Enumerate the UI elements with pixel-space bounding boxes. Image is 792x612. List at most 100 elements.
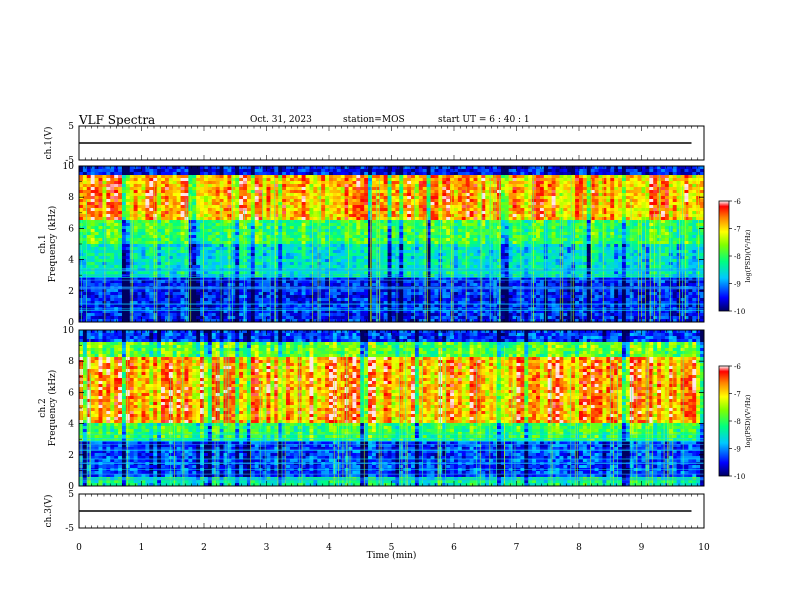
spectrogram-cell: [340, 253, 346, 257]
spectrogram-cell: [223, 217, 228, 221]
spectrogram-cell: [168, 184, 174, 188]
spectrogram-cell: [340, 280, 346, 284]
spectrogram-cell: [340, 178, 346, 182]
spectrogram-cell: [246, 301, 252, 305]
spectrogram-cell: [106, 196, 111, 200]
spectrogram-cell: [313, 196, 318, 200]
spectrogram-cell: [278, 316, 283, 320]
spectrogram-cell: [293, 298, 299, 302]
spectrogram-cell: [145, 313, 150, 317]
ch1-spectrogram: [79, 166, 705, 323]
spectrogram-cell: [411, 256, 416, 260]
spectrogram-cell: [157, 292, 162, 296]
spectrogram-cell: [430, 253, 435, 257]
spectrogram-cell: [223, 259, 228, 263]
spectrogram-cell: [266, 172, 271, 176]
spectrogram-cell: [94, 220, 99, 224]
spectrogram-cell: [286, 295, 291, 299]
spectrogram-cell: [387, 217, 392, 221]
spectrogram-cell: [387, 172, 392, 176]
spectrogram-cell: [94, 247, 99, 251]
spectrogram-cell: [266, 241, 271, 245]
spectrogram-cell: [434, 259, 439, 263]
spectrogram-cell: [411, 190, 416, 194]
spectrogram-cell: [348, 301, 353, 305]
spectrogram-cell: [321, 211, 326, 215]
spectrogram-cell: [399, 217, 404, 221]
spectrogram-cell: [356, 298, 361, 302]
spectrogram-cell: [289, 259, 295, 263]
spectrogram-cell: [403, 283, 408, 287]
spectrogram-cell: [157, 304, 162, 308]
spectrogram-cell: [129, 253, 135, 257]
spectrogram-cell: [227, 250, 232, 254]
spectrogram-cell: [387, 238, 392, 242]
spectrogram-cell: [180, 196, 185, 200]
spectrogram-cell: [301, 283, 306, 287]
spectrogram-cell: [90, 220, 96, 224]
spectrogram-cell: [106, 253, 111, 257]
spectrogram-cell: [114, 316, 119, 320]
spectrogram-cell: [231, 169, 236, 173]
spectrogram-cell: [184, 271, 189, 275]
spectrogram-cell: [375, 172, 381, 176]
spectrogram-cell: [434, 277, 439, 281]
spectrogram-cell: [262, 184, 267, 188]
spectrogram-cell: [411, 217, 416, 221]
spectrogram-cell: [297, 271, 303, 275]
spectrogram-cell: [286, 226, 291, 230]
spectrogram-cell: [336, 223, 342, 227]
spectrogram-cell: [274, 277, 279, 281]
spectrogram-cell: [364, 241, 369, 245]
spectrogram-cell: [309, 310, 314, 314]
spectrogram-cell: [180, 268, 185, 272]
spectrogram-cell: [215, 196, 221, 200]
spectrogram-cell: [145, 310, 150, 314]
spectrogram-cell: [223, 301, 228, 305]
spectrogram-cell: [266, 244, 271, 248]
spectrogram-cell: [371, 199, 377, 203]
spectrogram-cell: [125, 187, 131, 191]
spectrogram-cell: [258, 232, 263, 236]
spectrogram-cell: [204, 226, 209, 230]
spectrogram-cell: [352, 169, 357, 173]
spectrogram-cell: [278, 256, 283, 260]
spectrogram-cell: [86, 232, 92, 236]
spectrogram-cell: [321, 229, 326, 233]
spectrogram-cell: [430, 226, 435, 230]
spectrogram-cell: [360, 280, 365, 284]
spectrogram-cell: [219, 214, 224, 218]
spectrogram-cell: [82, 259, 88, 263]
spectrogram-cell: [325, 226, 330, 230]
spectrogram-cell: [153, 259, 158, 263]
spectrogram-cell: [407, 244, 412, 248]
spectrogram-cell: [344, 247, 349, 251]
spectrogram-cell: [270, 184, 275, 188]
spectrogram-cell: [375, 292, 381, 296]
spectrogram-cell: [110, 187, 115, 191]
spectrogram-cell: [278, 304, 283, 308]
spectrogram-cell: [391, 265, 396, 269]
spectrogram-cell: [133, 211, 138, 215]
spectrogram-cell: [329, 295, 334, 299]
spectrogram-cell: [243, 280, 248, 284]
spectrogram-cell: [164, 199, 170, 203]
spectrogram-cell: [180, 223, 185, 227]
spectrogram-cell: [149, 316, 154, 320]
spectrogram-cell: [215, 289, 221, 293]
spectrogram-cell: [153, 238, 158, 242]
spectrogram-cell: [375, 268, 381, 272]
spectrogram-cell: [360, 316, 365, 320]
spectrogram-cell: [246, 196, 252, 200]
spectrogram-cell: [125, 289, 131, 293]
spectrogram-cell: [450, 298, 455, 302]
spectrogram-cell: [411, 211, 416, 215]
spectrogram-cell: [407, 262, 412, 266]
spectrogram-cell: [364, 280, 369, 284]
spectrogram-cell: [340, 283, 346, 287]
spectrogram-cell: [371, 280, 377, 284]
spectrogram-cell: [133, 229, 138, 233]
spectrogram-cell: [246, 175, 252, 179]
spectrogram-cell: [98, 232, 103, 236]
spectrogram-cell: [356, 274, 361, 278]
